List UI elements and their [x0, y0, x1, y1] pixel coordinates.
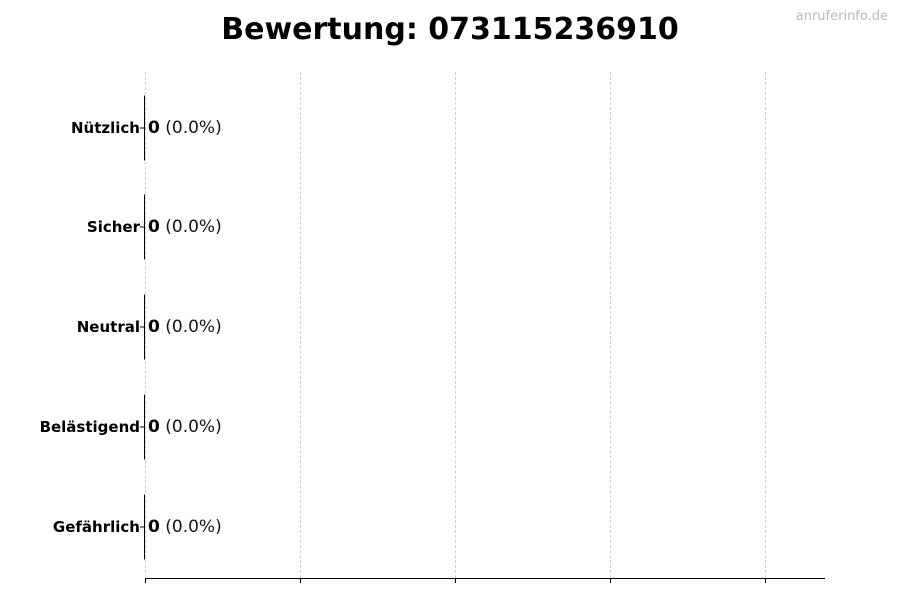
- x-axis-line: [145, 578, 825, 579]
- bar-gefaehrlich: [144, 494, 145, 560]
- y-axis-label-neutral: Neutral: [76, 318, 140, 336]
- bar-annotation-neutral: 0 (0.0%): [148, 317, 222, 337]
- y-axis-tick-3: [140, 426, 145, 428]
- bar-value-nuetzlich: 0: [148, 118, 160, 138]
- bar-value-belaestigend: 0: [148, 417, 160, 437]
- bar-value-neutral: 0: [148, 317, 160, 337]
- bar-value-sicher: 0: [148, 217, 160, 237]
- x-axis-tick-2: [455, 578, 456, 583]
- gridline-1: [300, 72, 301, 578]
- gridline-3: [610, 72, 611, 578]
- bar-annotation-sicher: 0 (0.0%): [148, 217, 222, 237]
- bar-annotation-nuetzlich: 0 (0.0%): [148, 118, 222, 138]
- gridline-2: [455, 72, 456, 578]
- bar-percent-gefaehrlich: (0.0%): [165, 517, 222, 537]
- bar-belaestigend: [144, 394, 145, 460]
- bar-percent-belaestigend: (0.0%): [165, 417, 222, 437]
- watermark-label: anruferinfo.de: [795, 9, 888, 24]
- bar-nuetzlich: [144, 95, 145, 161]
- y-axis-label-belaestigend: Belästigend: [39, 418, 140, 436]
- gridline-4: [765, 72, 766, 578]
- bar-neutral: [144, 294, 145, 360]
- bar-value-gefaehrlich: 0: [148, 517, 160, 537]
- y-axis-label-sicher: Sicher: [86, 218, 140, 236]
- y-axis-tick-4: [140, 526, 145, 528]
- x-axis-tick-4: [765, 578, 766, 583]
- y-axis-tick-2: [140, 326, 145, 328]
- page-title: Bewertung: 073115236910: [221, 12, 679, 47]
- y-axis-tick-1: [140, 226, 145, 228]
- gridline-0: [145, 72, 146, 578]
- x-axis-tick-0: [145, 578, 146, 583]
- bar-annotation-belaestigend: 0 (0.0%): [148, 417, 222, 437]
- y-axis-tick-0: [140, 127, 145, 129]
- x-axis-tick-1: [300, 578, 301, 583]
- y-axis-label-gefaehrlich: Gefährlich: [52, 518, 140, 536]
- bar-sicher: [144, 194, 145, 260]
- bar-annotation-gefaehrlich: 0 (0.0%): [148, 517, 222, 537]
- bar-percent-neutral: (0.0%): [165, 317, 222, 337]
- y-axis-label-nuetzlich: Nützlich: [71, 119, 140, 137]
- x-axis-tick-3: [610, 578, 611, 583]
- bar-percent-nuetzlich: (0.0%): [165, 118, 222, 138]
- bar-percent-sicher: (0.0%): [165, 217, 222, 237]
- plot-area: [145, 72, 825, 578]
